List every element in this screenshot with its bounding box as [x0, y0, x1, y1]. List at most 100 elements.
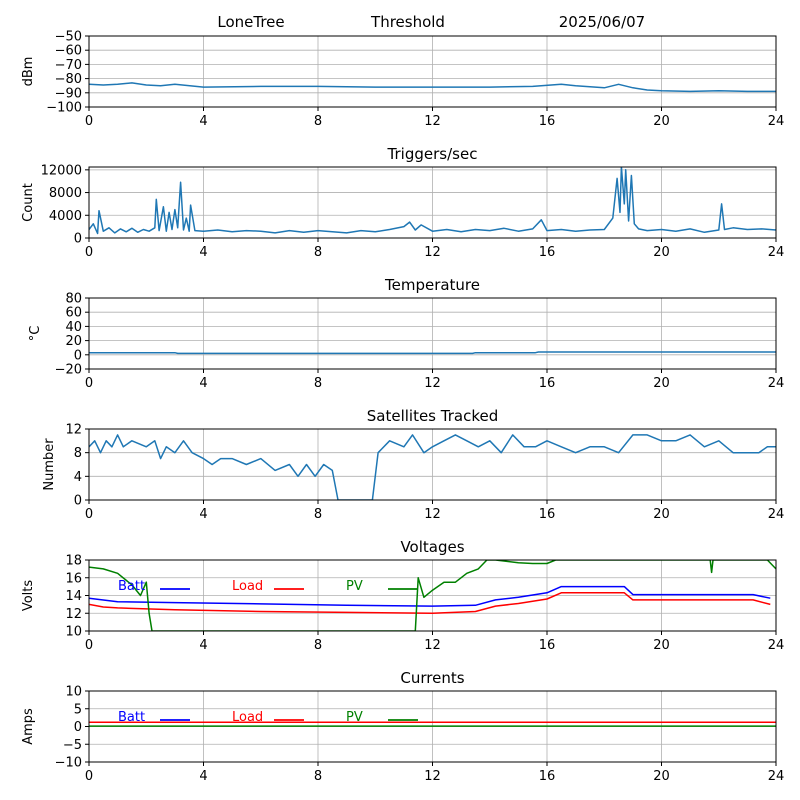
y-tick-label: −100	[46, 101, 82, 116]
panel-title: Currents	[400, 669, 464, 687]
panel-title: Voltages	[400, 538, 464, 556]
series-group	[89, 560, 776, 631]
series-line-0	[89, 167, 776, 235]
x-tick-label: 12	[424, 376, 441, 391]
x-tick-label: 0	[85, 507, 93, 522]
panel-voltages: 0 4 8 12 16 20 24 10 12 14 16 18 Voltages Volts Batt Lo…	[21, 538, 784, 653]
y-tick-label: 4	[74, 470, 82, 485]
x-tick-label: 8	[314, 507, 322, 522]
x-tick-label: 16	[539, 114, 556, 129]
y-axis-label: dBm	[21, 57, 36, 87]
y-tick-label: 8	[74, 446, 82, 461]
x-tick-label: 24	[768, 245, 785, 260]
x-tick-label: 12	[424, 507, 441, 522]
series-group	[89, 434, 776, 500]
x-tick-label: 20	[653, 769, 670, 784]
y-tick-label: 0	[74, 494, 82, 509]
y-tick-label: 5	[74, 702, 82, 717]
x-tick-label: 4	[199, 114, 207, 129]
y-tick-label: 10	[65, 685, 82, 700]
x-tick-label: 24	[768, 507, 785, 522]
y-tick-label: 8000	[49, 186, 82, 201]
x-tick-label: 24	[768, 114, 785, 129]
legend-label-batt: Batt	[118, 579, 145, 594]
y-axis-label: Number	[42, 438, 57, 491]
y-tick-label: −5	[63, 738, 82, 753]
x-tick-label: 12	[424, 114, 441, 129]
x-tick-label: 8	[314, 638, 322, 653]
y-tick-label: 12000	[41, 163, 82, 178]
y-tick-label: 0	[74, 232, 82, 247]
x-tick-label: 4	[199, 245, 207, 260]
x-tick-label: 8	[314, 376, 322, 391]
y-tick-label: 40	[65, 320, 82, 335]
x-tick-label: 24	[768, 769, 785, 784]
y-tick-label: −70	[55, 58, 82, 73]
y-tick-label: 14	[65, 589, 82, 604]
x-tick-label: 4	[199, 376, 207, 391]
x-tick-label: 20	[653, 507, 670, 522]
y-tick-label: 12	[65, 607, 82, 622]
y-tick-label: 0	[74, 720, 82, 735]
series-group	[89, 721, 776, 727]
y-tick-label: 4000	[49, 209, 82, 224]
y-tick-label: 12	[65, 423, 82, 438]
y-axis-label: Count	[21, 183, 36, 222]
panel-dbm: 0 4 8 12 16 20 24 −100−90−80−70−60−50 dBm	[21, 30, 784, 130]
panel-currents: 0 4 8 12 16 20 24 −10 −5 0 5 10 Currents Amps Batt Load…	[21, 669, 784, 784]
y-tick-label: 80	[65, 292, 82, 307]
y-tick-label: −80	[55, 72, 82, 87]
series-line-0	[89, 351, 776, 355]
x-tick-label: 8	[314, 769, 322, 784]
y-axis-label: Volts	[21, 580, 36, 612]
x-tick-label: 0	[85, 769, 93, 784]
x-tick-label: 4	[199, 638, 207, 653]
series-line-0	[89, 434, 776, 500]
y-tick-label: −10	[55, 756, 82, 771]
header-station: LoneTree	[217, 13, 284, 31]
x-tick-label: 4	[199, 507, 207, 522]
panel-satellites: 0 4 8 12 16 20 24 0 4 8 12 Satellites Tracked Number	[42, 407, 784, 522]
y-axis-label: °C	[28, 326, 43, 342]
series-group	[89, 167, 776, 235]
series-group	[89, 82, 776, 93]
x-tick-label: 4	[199, 769, 207, 784]
y-tick-label: 20	[65, 334, 82, 349]
x-tick-label: 0	[85, 376, 93, 391]
x-tick-label: 16	[539, 769, 556, 784]
y-tick-label: 10	[65, 625, 82, 640]
x-tick-label: 20	[653, 114, 670, 129]
panel-title: Satellites Tracked	[367, 407, 498, 425]
x-tick-label: 12	[424, 769, 441, 784]
x-tick-label: 20	[653, 638, 670, 653]
legend-label-load: Load	[232, 579, 263, 594]
panel-triggers: 0 4 8 12 16 20 24 0 4000 8000 12000 Triggers/sec Cou…	[21, 145, 784, 260]
y-tick-label: 0	[74, 348, 82, 363]
x-tick-label: 12	[424, 638, 441, 653]
x-tick-label: 20	[653, 376, 670, 391]
legend-label-load: Load	[232, 710, 263, 725]
x-tick-label: 8	[314, 245, 322, 260]
x-tick-label: 0	[85, 245, 93, 260]
series-line-batt	[89, 585, 771, 607]
x-tick-label: 24	[768, 376, 785, 391]
y-tick-label: 18	[65, 554, 82, 569]
series-group	[89, 351, 776, 355]
legend-label-pv: PV	[346, 579, 363, 594]
series-line-0	[89, 82, 776, 93]
panel-title: Triggers/sec	[387, 145, 478, 163]
x-tick-label: 0	[85, 638, 93, 653]
y-tick-label: −60	[55, 44, 82, 59]
y-tick-label: 16	[65, 571, 82, 586]
x-tick-label: 20	[653, 245, 670, 260]
header-mode: Threshold	[370, 13, 445, 31]
x-tick-label: 16	[539, 376, 556, 391]
x-tick-label: 16	[539, 507, 556, 522]
y-axis-label: Amps	[21, 708, 36, 745]
y-tick-label: −50	[55, 30, 82, 45]
x-tick-label: 0	[85, 114, 93, 129]
x-tick-label: 16	[539, 245, 556, 260]
